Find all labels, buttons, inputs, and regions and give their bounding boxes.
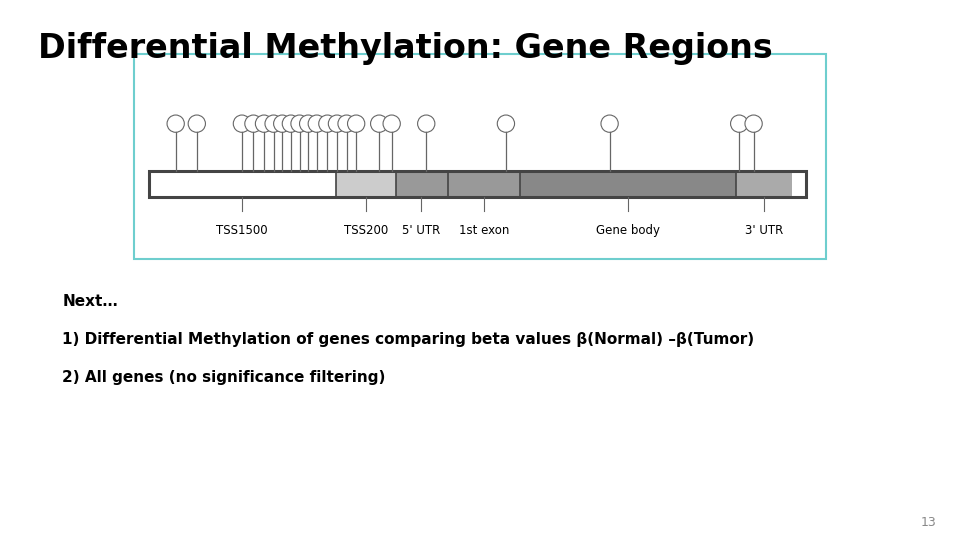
Text: 2) All genes (no significance filtering): 2) All genes (no significance filtering) bbox=[62, 370, 386, 385]
Ellipse shape bbox=[328, 115, 346, 132]
Text: 13: 13 bbox=[921, 516, 936, 529]
Bar bbox=[149, 171, 806, 197]
Ellipse shape bbox=[265, 115, 282, 132]
Bar bbox=[448, 171, 520, 197]
Ellipse shape bbox=[731, 115, 748, 132]
Ellipse shape bbox=[601, 115, 618, 132]
Ellipse shape bbox=[245, 115, 262, 132]
Ellipse shape bbox=[418, 115, 435, 132]
Text: TSS200: TSS200 bbox=[344, 224, 388, 237]
Ellipse shape bbox=[300, 115, 317, 132]
Text: TSS1500: TSS1500 bbox=[216, 224, 268, 237]
Ellipse shape bbox=[348, 115, 365, 132]
Bar bbox=[134, 54, 826, 259]
Ellipse shape bbox=[282, 115, 300, 132]
Ellipse shape bbox=[371, 115, 388, 132]
Bar bbox=[336, 171, 396, 197]
Ellipse shape bbox=[274, 115, 291, 132]
Text: 5' UTR: 5' UTR bbox=[402, 224, 441, 237]
Text: 1st exon: 1st exon bbox=[459, 224, 509, 237]
Text: Gene body: Gene body bbox=[596, 224, 660, 237]
Text: Differential Methylation: Gene Regions: Differential Methylation: Gene Regions bbox=[38, 32, 773, 65]
Ellipse shape bbox=[319, 115, 336, 132]
Ellipse shape bbox=[383, 115, 400, 132]
Text: 1) Differential Methylation of genes comparing beta values β(Normal) –β(Tumor): 1) Differential Methylation of genes com… bbox=[62, 332, 755, 347]
Ellipse shape bbox=[255, 115, 273, 132]
Ellipse shape bbox=[745, 115, 762, 132]
Ellipse shape bbox=[338, 115, 355, 132]
Ellipse shape bbox=[308, 115, 325, 132]
Ellipse shape bbox=[291, 115, 308, 132]
Ellipse shape bbox=[167, 115, 184, 132]
Ellipse shape bbox=[233, 115, 251, 132]
Bar bbox=[736, 171, 792, 197]
Ellipse shape bbox=[188, 115, 205, 132]
Text: 3' UTR: 3' UTR bbox=[745, 224, 783, 237]
Text: Next…: Next… bbox=[62, 294, 118, 309]
Bar bbox=[149, 171, 336, 197]
Bar bbox=[396, 171, 448, 197]
Ellipse shape bbox=[497, 115, 515, 132]
Bar bbox=[520, 171, 736, 197]
